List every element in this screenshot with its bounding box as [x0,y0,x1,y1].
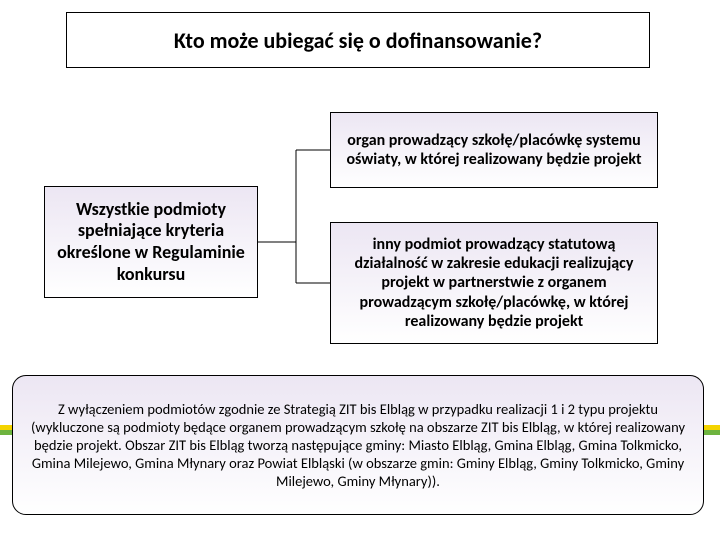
left-criteria-text: Wszystkie podmioty spełniające kryteria … [55,199,247,285]
right-box-other-text: inny podmiot prowadzący statutową działa… [341,235,647,331]
title-bar: Kto może ubiegać się o dofinansowanie? [66,12,650,68]
left-criteria-box: Wszystkie podmioty spełniające kryteria … [44,186,258,298]
exclusion-note-box: Z wyłączeniem podmiotów zgodnie ze Strat… [12,375,704,515]
right-box-organ: organ prowadzący szkołę/placówkę systemu… [330,112,658,188]
title-text: Kto może ubiegać się o dofinansowanie? [174,27,542,54]
exclusion-note-text: Z wyłączeniem podmiotów zgodnie ze Strat… [29,400,687,491]
right-box-organ-text: organ prowadzący szkołę/placówkę systemu… [341,131,647,169]
right-box-other: inny podmiot prowadzący statutową działa… [330,222,658,344]
